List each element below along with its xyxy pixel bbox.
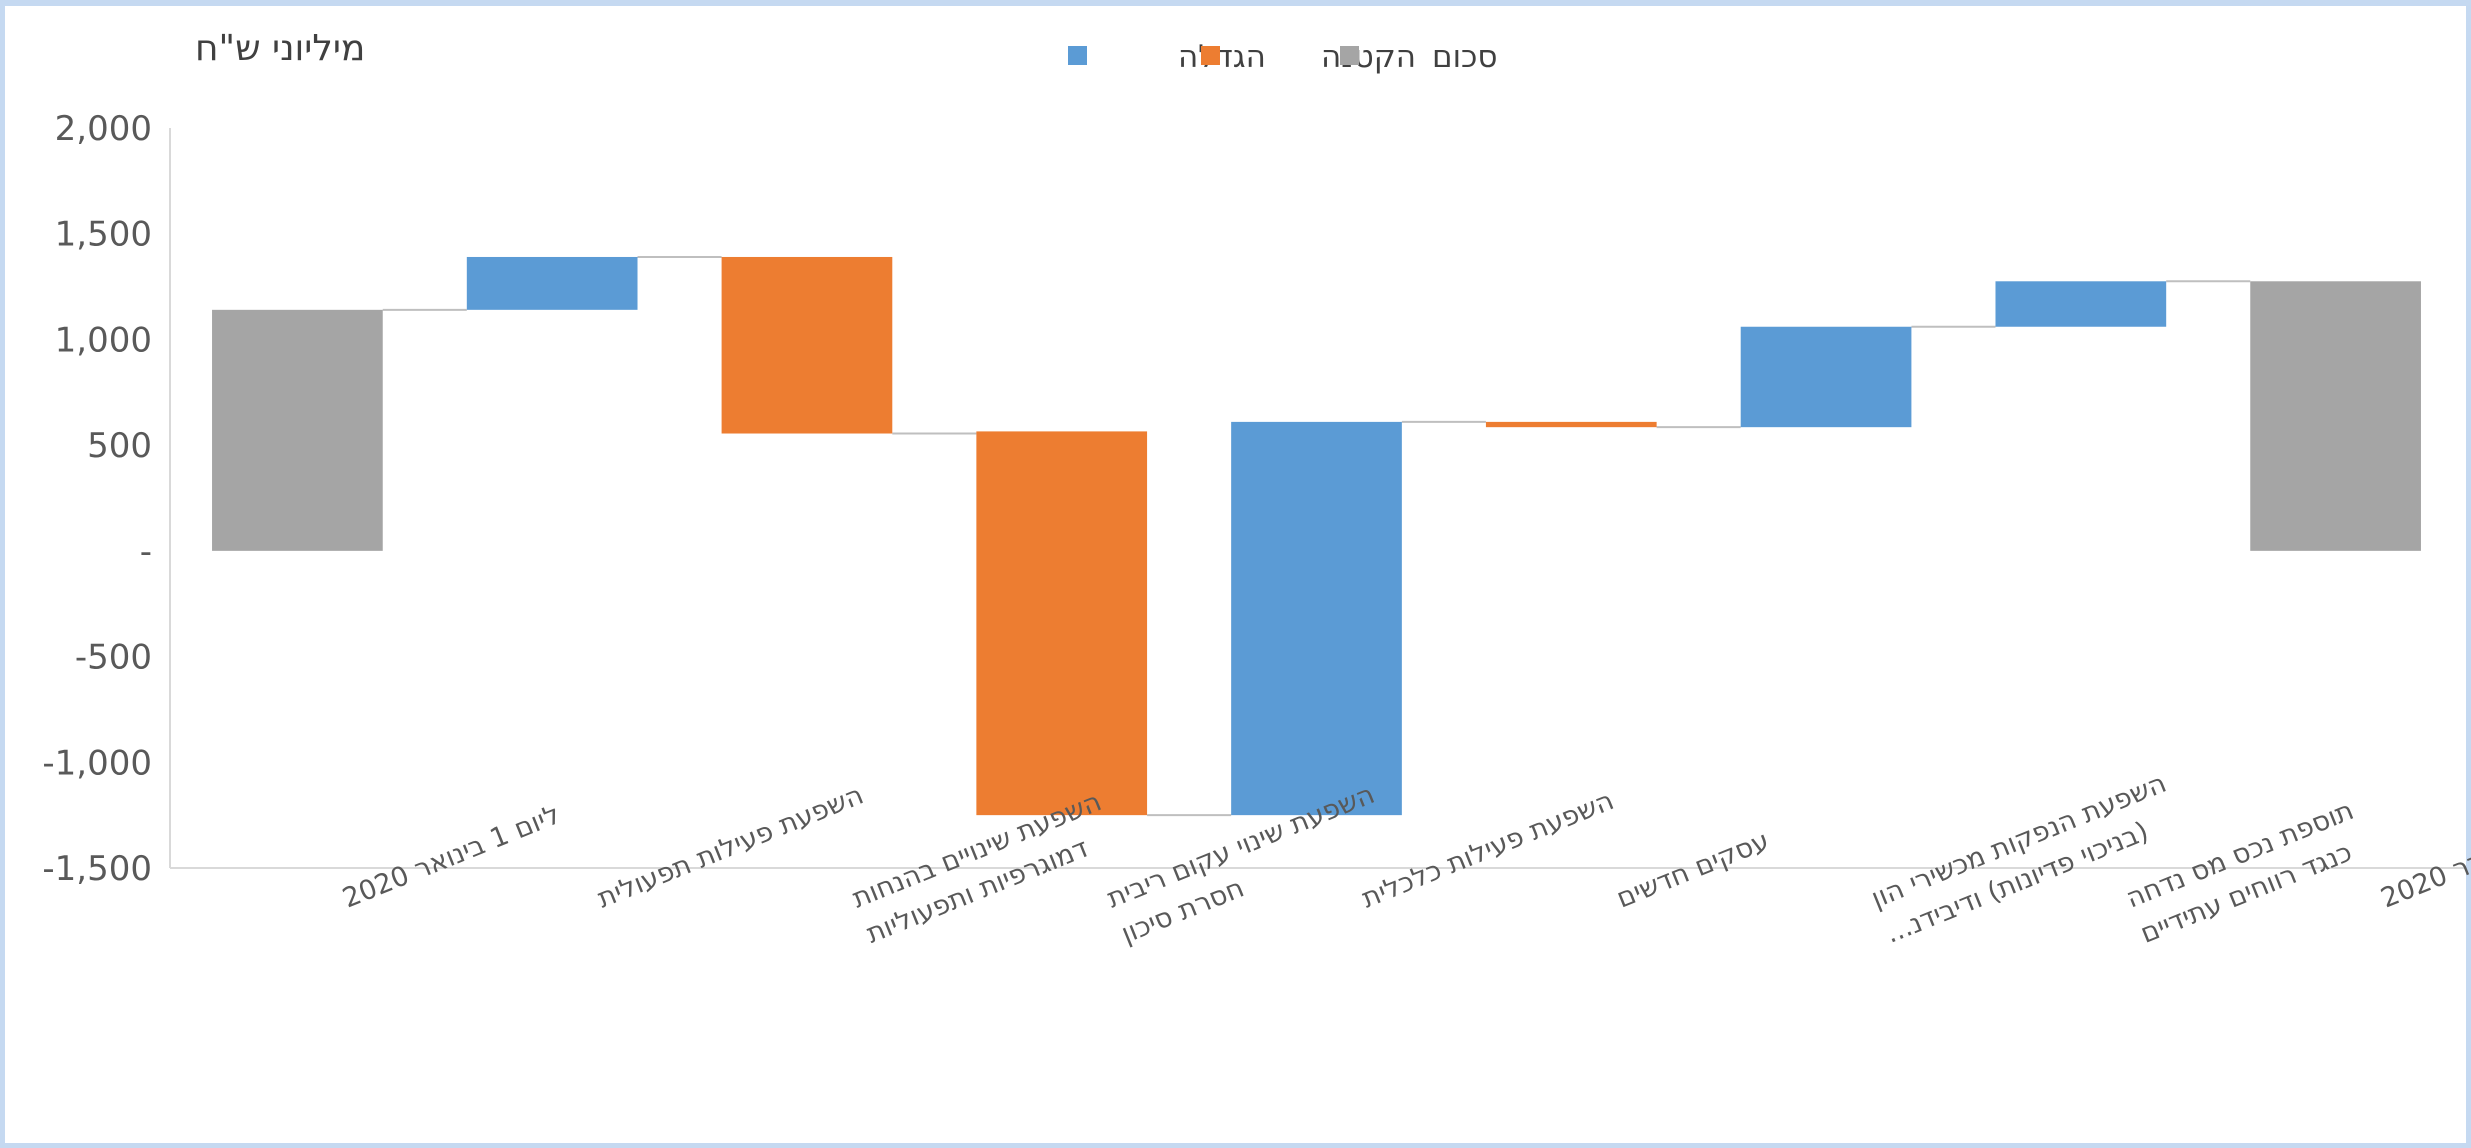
legend-item-increase: הגדלה xyxy=(1068,39,1266,75)
legend-label: סכום xyxy=(1432,39,1498,75)
category-label: עסקים חדשים xyxy=(1612,825,1773,914)
bar-total xyxy=(212,309,383,551)
category-label: ליום 1 בינואר 2020 xyxy=(338,799,564,914)
legend-swatch xyxy=(1201,46,1220,65)
axes: 2,000 1,500 1,000 500 - -500 -1,000 -1,500 xyxy=(42,109,2465,889)
category-label-line: ליום 1 בינואר 2020 xyxy=(338,799,564,914)
bar-total xyxy=(2250,281,2421,551)
y-tick-label: 1,000 xyxy=(55,320,152,360)
bar-decrease xyxy=(721,256,893,434)
bar-increase xyxy=(1231,421,1402,816)
legend-swatch xyxy=(1068,46,1087,65)
legend-label: הקטנה xyxy=(1321,39,1416,75)
y-tick-label: - xyxy=(140,532,152,572)
category-label: תוספת נכס מס נדחהכנגד רווחים עתידיים xyxy=(2122,795,2372,950)
y-tick-label: -1,000 xyxy=(42,743,152,783)
legend-swatch xyxy=(1340,46,1359,65)
bar-increase xyxy=(1740,326,1912,428)
legend-item-decrease: הקטנה xyxy=(1201,39,1416,75)
legend-label: הגדלה xyxy=(1178,39,1266,75)
y-tick-label: 2,000 xyxy=(55,109,152,149)
y-tick-label: 500 xyxy=(87,426,152,466)
connectors xyxy=(382,255,2251,817)
category-label-line: עסקים חדשים xyxy=(1612,825,1773,914)
bar-increase xyxy=(1995,281,2167,327)
y-tick-label: -500 xyxy=(75,638,152,678)
legend: הגדלה הקטנה סכום xyxy=(1068,39,1498,75)
bar-decrease xyxy=(1485,421,1657,428)
legend-item-total: סכום xyxy=(1340,39,1498,75)
category-label-line: השפעת פעילות תפעולית xyxy=(593,779,868,914)
category-label: ליום 31 בדצמבר 2020 xyxy=(2377,784,2471,914)
bar-increase xyxy=(466,256,638,310)
category-label: השפעת פעילות תפעולית xyxy=(593,779,868,914)
bar-decrease xyxy=(976,431,1148,816)
category-label-line: ליום 31 בדצמבר 2020 xyxy=(2377,784,2471,914)
category-labels: ליום 1 בינואר 2020 השפעת פעילות תפעוליתהש… xyxy=(338,768,2471,950)
unit-label: מיליוני ש"ח xyxy=(195,28,365,69)
y-tick-label: 1,500 xyxy=(55,215,152,255)
y-tick-label: -1,500 xyxy=(42,849,152,889)
bars xyxy=(212,256,2421,816)
